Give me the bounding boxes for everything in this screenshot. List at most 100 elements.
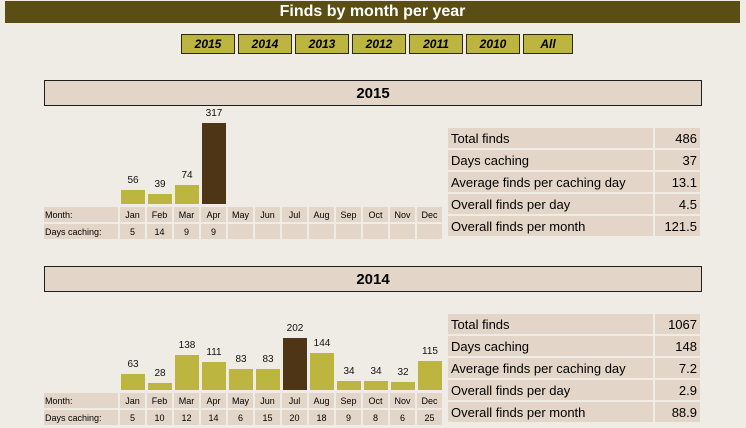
bar-value-label: 83 [262, 354, 274, 365]
year-header: 2015 [44, 80, 702, 106]
stat-value: 486 [655, 128, 700, 148]
month-cell: Jul [282, 393, 307, 408]
stat-value: 1067 [655, 314, 700, 334]
bar-sep [337, 381, 361, 390]
year-button-2014[interactable]: 2014 [238, 34, 292, 54]
days-cell [363, 224, 388, 239]
year-button-2011[interactable]: 2011 [409, 34, 463, 54]
bar-jan [121, 374, 145, 390]
month-cell: Dec [417, 393, 442, 408]
days-cell [228, 224, 253, 239]
stat-label: Total finds [448, 314, 653, 334]
days-cell: 25 [417, 410, 442, 425]
bar-jul [283, 338, 307, 390]
days-cell [390, 224, 415, 239]
month-row-label: Month: [44, 207, 118, 222]
month-cell: Oct [363, 393, 388, 408]
month-cell: Nov [390, 393, 415, 408]
stat-value: 148 [655, 336, 700, 356]
days-cell: 14 [201, 410, 226, 425]
days-cell [282, 224, 307, 239]
stat-label: Days caching [448, 150, 653, 170]
stat-row: Overall finds per day 4.5 [448, 194, 700, 214]
month-cell: Apr [201, 207, 226, 222]
bar-dec [418, 361, 442, 390]
month-cell: Sep [336, 393, 361, 408]
stats-table: Total finds 1067 Days caching 148 Averag… [448, 314, 700, 424]
month-cell: Apr [201, 393, 226, 408]
stat-value: 88.9 [655, 402, 700, 422]
month-cell: Feb [147, 207, 172, 222]
days-caching-row: Days caching: 5 10 12 14 6 15 20 18 9 8 … [44, 410, 444, 425]
month-cell: May [228, 393, 253, 408]
month-cell: Dec [417, 207, 442, 222]
days-cell: 9 [174, 224, 199, 239]
bar-value-label: 63 [127, 359, 139, 370]
page-title: Finds by month per year [5, 1, 740, 23]
stat-value: 37 [655, 150, 700, 170]
days-cell [417, 224, 442, 239]
stat-row: Days caching 148 [448, 336, 700, 356]
year-button-2015[interactable]: 2015 [181, 34, 235, 54]
bar-feb [148, 194, 172, 204]
days-cell: 5 [120, 410, 145, 425]
year-button-2012[interactable]: 2012 [352, 34, 406, 54]
days-caching-row-label: Days caching: [44, 224, 118, 239]
bar-mar [175, 185, 199, 204]
bar-value-label: 111 [206, 347, 222, 358]
month-cell: Jan [120, 393, 145, 408]
year-button-2013[interactable]: 2013 [295, 34, 349, 54]
days-caching-row-label: Days caching: [44, 410, 118, 425]
stat-label: Overall finds per month [448, 216, 653, 236]
stat-row: Overall finds per month 121.5 [448, 216, 700, 236]
days-cell: 8 [363, 410, 388, 425]
bar-value-label: 74 [181, 170, 193, 181]
bar-value-label: 56 [127, 175, 139, 186]
month-cell: Sep [336, 207, 361, 222]
year-button-2010[interactable]: 2010 [466, 34, 520, 54]
bar-value-label: 34 [370, 366, 382, 377]
bar-nov [391, 382, 415, 390]
stat-label: Overall finds per month [448, 402, 653, 422]
bar-may [229, 369, 253, 390]
bar-value-label: 28 [154, 368, 166, 379]
month-cell: Feb [147, 393, 172, 408]
month-cell: Jun [255, 393, 280, 408]
bar-oct [364, 381, 388, 390]
month-cell: Aug [309, 393, 334, 408]
month-row-label: Month: [44, 393, 118, 408]
bar-value-label: 39 [154, 179, 166, 190]
month-cell: Mar [174, 207, 199, 222]
bar-value-label: 138 [178, 340, 196, 351]
days-cell: 9 [336, 410, 361, 425]
days-cell [255, 224, 280, 239]
month-cell: Nov [390, 207, 415, 222]
bar-aug [310, 353, 334, 390]
stat-value: 121.5 [655, 216, 700, 236]
stat-value: 13.1 [655, 172, 700, 192]
stat-value: 7.2 [655, 358, 700, 378]
month-cell: Aug [309, 207, 334, 222]
days-cell: 6 [390, 410, 415, 425]
year-button-all[interactable]: All [523, 34, 573, 54]
days-cell: 14 [147, 224, 172, 239]
month-cell: Jan [120, 207, 145, 222]
month-cell: Jul [282, 207, 307, 222]
days-cell: 6 [228, 410, 253, 425]
bar-mar [175, 355, 199, 390]
bar-apr [202, 123, 226, 204]
stat-row: Average finds per caching day 7.2 [448, 358, 700, 378]
days-cell: 9 [201, 224, 226, 239]
bar-value-label: 144 [313, 338, 331, 349]
bar-value-label: 115 [422, 346, 438, 357]
days-cell [309, 224, 334, 239]
bar-value-label: 317 [205, 108, 223, 119]
month-row: Month: Jan Feb Mar Apr May Jun Jul Aug S… [44, 207, 444, 222]
bar-value-label: 202 [286, 323, 304, 334]
stat-label: Overall finds per day [448, 380, 653, 400]
bar-feb [148, 383, 172, 390]
stat-row: Total finds 486 [448, 128, 700, 148]
stat-row: Days caching 37 [448, 150, 700, 170]
stat-row: Overall finds per month 88.9 [448, 402, 700, 422]
month-cell: Jun [255, 207, 280, 222]
